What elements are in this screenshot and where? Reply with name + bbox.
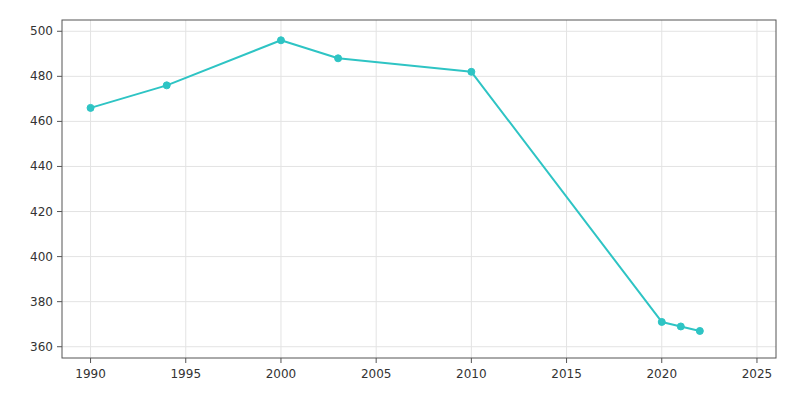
y-tick-label: 440: [30, 159, 53, 173]
tick-labels: 1990 1995 2000 2005 2010 2015 2020 2025 360 380 40…: [30, 24, 772, 381]
y-tick: [57, 166, 62, 167]
data-point: [658, 318, 665, 325]
x-grid-line: [280, 20, 281, 358]
y-tick-label: 420: [30, 205, 53, 219]
data-point: [277, 37, 284, 44]
x-grid-line: [661, 20, 662, 358]
chart-svg: 1990 1995 2000 2005 2010 2015 2020 2025 360 380 40…: [0, 0, 800, 400]
grid: [62, 20, 776, 358]
y-tick: [57, 76, 62, 77]
x-tick: [185, 358, 186, 363]
y-grid-line: [62, 346, 776, 347]
x-tick-label: 1990: [75, 367, 106, 381]
x-tick: [280, 358, 281, 363]
y-tick: [57, 346, 62, 347]
y-tick: [57, 256, 62, 257]
x-tick: [566, 358, 567, 363]
data-line: [91, 40, 700, 331]
x-tick-label: 2010: [456, 367, 487, 381]
y-tick-label: 500: [30, 24, 53, 38]
x-tick: [376, 358, 377, 363]
x-tick: [471, 358, 472, 363]
y-tick-label: 460: [30, 114, 53, 128]
y-grid-line: [62, 211, 776, 212]
x-grid-line: [376, 20, 377, 358]
x-grid-line: [90, 20, 91, 358]
y-tick: [57, 301, 62, 302]
data-point: [696, 327, 703, 334]
plot-frame: [62, 20, 776, 358]
data-layer: [87, 37, 703, 335]
y-grid-line: [62, 166, 776, 167]
data-point: [335, 55, 342, 62]
chart-container: 1990 1995 2000 2005 2010 2015 2020 2025 360 380 40…: [0, 0, 800, 400]
x-tick-label: 2020: [646, 367, 677, 381]
x-tick-label: 2000: [266, 367, 297, 381]
x-tick: [661, 358, 662, 363]
y-tick-label: 360: [30, 340, 53, 354]
data-point: [468, 68, 475, 75]
x-tick-label: 2005: [361, 367, 392, 381]
y-grid-line: [62, 256, 776, 257]
y-tick: [57, 121, 62, 122]
x-tick: [756, 358, 757, 363]
y-tick: [57, 211, 62, 212]
x-tick-label: 2015: [551, 367, 582, 381]
y-grid-line: [62, 301, 776, 302]
y-tick: [57, 31, 62, 32]
data-point: [163, 82, 170, 89]
x-grid-line: [756, 20, 757, 358]
x-tick: [90, 358, 91, 363]
y-grid-line: [62, 121, 776, 122]
x-grid-line: [566, 20, 567, 358]
y-tick-label: 480: [30, 69, 53, 83]
data-point: [87, 104, 94, 111]
x-tick-label: 1995: [170, 367, 201, 381]
y-tick-label: 380: [30, 295, 53, 309]
x-grid-line: [185, 20, 186, 358]
y-grid-line: [62, 31, 776, 32]
y-grid-line: [62, 76, 776, 77]
x-tick-label: 2025: [742, 367, 773, 381]
data-point: [677, 323, 684, 330]
y-tick-label: 400: [30, 250, 53, 264]
